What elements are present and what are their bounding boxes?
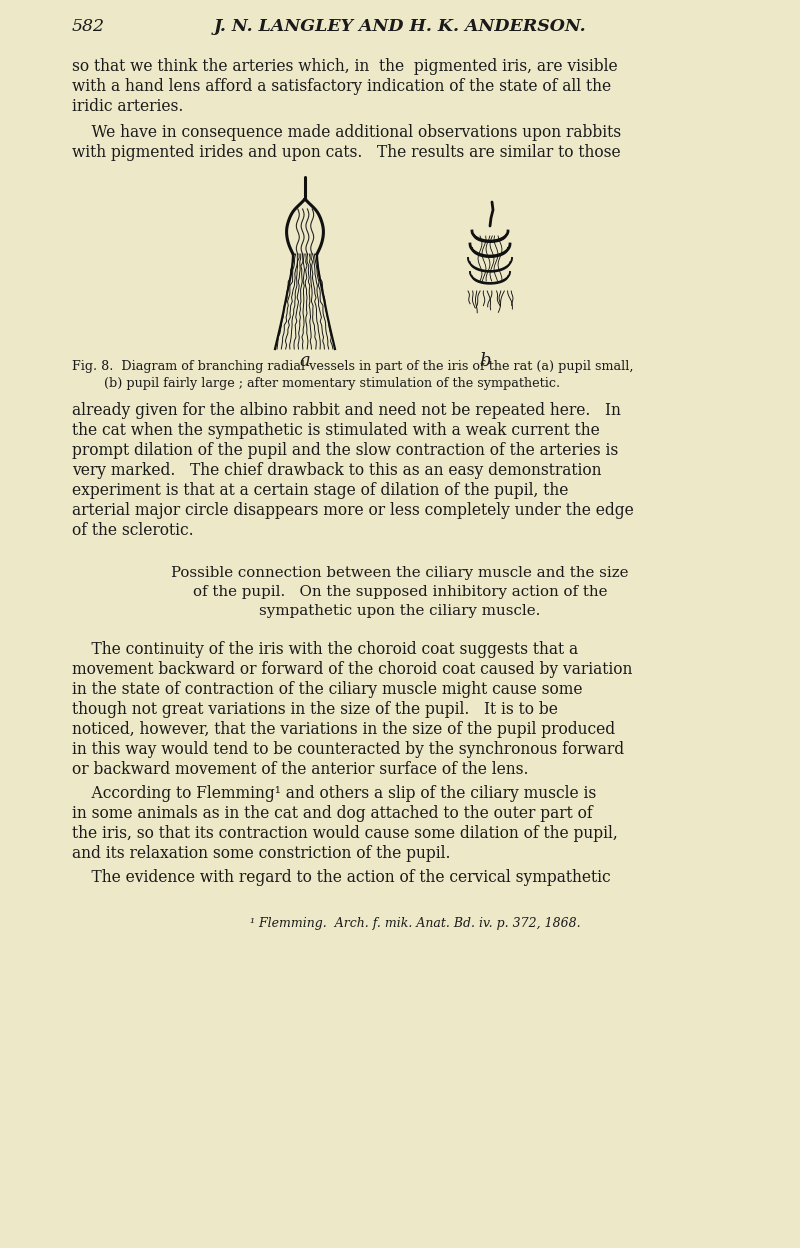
Text: or backward movement of the anterior surface of the lens.: or backward movement of the anterior sur… [72,761,529,778]
Text: with pigmented irides and upon cats.   The results are similar to those: with pigmented irides and upon cats. The… [72,144,621,161]
Text: though not great variations in the size of the pupil.   It is to be: though not great variations in the size … [72,701,558,718]
Text: already given for the albino rabbit and need not be repeated here.   In: already given for the albino rabbit and … [72,402,621,419]
Text: prompt dilation of the pupil and the slow contraction of the arteries is: prompt dilation of the pupil and the slo… [72,442,618,459]
Text: very marked.   The chief drawback to this as an easy demonstration: very marked. The chief drawback to this … [72,462,602,479]
Text: We have in consequence made additional observations upon rabbits: We have in consequence made additional o… [72,124,621,141]
Text: and its relaxation some constriction of the pupil.: and its relaxation some constriction of … [72,845,450,862]
Text: a: a [300,352,310,369]
Text: the iris, so that its contraction would cause some dilation of the pupil,: the iris, so that its contraction would … [72,825,618,842]
Text: the cat when the sympathetic is stimulated with a weak current the: the cat when the sympathetic is stimulat… [72,422,600,439]
Text: of the pupil.   On the supposed inhibitory action of the: of the pupil. On the supposed inhibitory… [193,585,607,599]
Text: of the sclerotic.: of the sclerotic. [72,522,194,539]
Text: iridic arteries.: iridic arteries. [72,99,183,115]
Text: arterial major circle disappears more or less completely under the edge: arterial major circle disappears more or… [72,502,634,519]
Text: The continuity of the iris with the choroid coat suggests that a: The continuity of the iris with the chor… [72,641,578,658]
Text: ¹ Flemming.  Arch. f. mik. Anat. Bd. iv. p. 372, 1868.: ¹ Flemming. Arch. f. mik. Anat. Bd. iv. … [250,917,581,930]
Text: in this way would tend to be counteracted by the synchronous forward: in this way would tend to be counteracte… [72,741,624,758]
Text: sympathetic upon the ciliary muscle.: sympathetic upon the ciliary muscle. [259,604,541,618]
Text: in some animals as in the cat and dog attached to the outer part of: in some animals as in the cat and dog at… [72,805,593,822]
Text: J. N. LANGLEY AND H. K. ANDERSON.: J. N. LANGLEY AND H. K. ANDERSON. [214,17,586,35]
Text: movement backward or forward of the choroid coat caused by variation: movement backward or forward of the chor… [72,661,632,678]
Text: experiment is that at a certain stage of dilation of the pupil, the: experiment is that at a certain stage of… [72,482,568,499]
Text: b: b [479,352,490,369]
Text: (b) pupil fairly large ; after momentary stimulation of the sympathetic.: (b) pupil fairly large ; after momentary… [72,377,560,389]
Text: in the state of contraction of the ciliary muscle might cause some: in the state of contraction of the cilia… [72,681,582,698]
Text: with a hand lens afford a satisfactory indication of the state of all the: with a hand lens afford a satisfactory i… [72,77,611,95]
Text: so that we think the arteries which, in  the  pigmented iris, are visible: so that we think the arteries which, in … [72,57,618,75]
Text: The evidence with regard to the action of the cervical sympathetic: The evidence with regard to the action o… [72,869,610,886]
Text: 582: 582 [72,17,105,35]
Text: According to Flemming¹ and others a slip of the ciliary muscle is: According to Flemming¹ and others a slip… [72,785,596,802]
Text: noticed, however, that the variations in the size of the pupil produced: noticed, however, that the variations in… [72,721,615,738]
Text: Possible connection between the ciliary muscle and the size: Possible connection between the ciliary … [171,567,629,580]
Text: Fig. 8.  Diagram of branching radial vessels in part of the iris of the rat (a) : Fig. 8. Diagram of branching radial vess… [72,359,634,373]
